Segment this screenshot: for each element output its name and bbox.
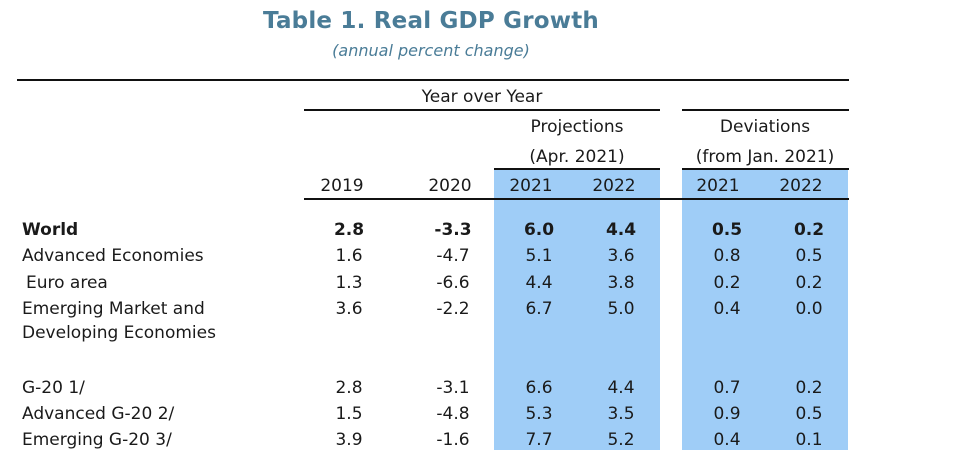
year-header-proj-2022: 2022 (592, 176, 636, 196)
value-dev-2021: 0.2 (713, 273, 741, 293)
value-dev-2021: 0.9 (713, 404, 741, 424)
year-header-dev-2022: 2022 (779, 176, 823, 196)
top-rule (17, 79, 849, 81)
table-subtitle: (annual percent change) (332, 41, 530, 60)
row-label: Emerging Market and (22, 299, 205, 319)
value-2019: 2.8 (335, 378, 363, 398)
projections-sub-rule (494, 168, 660, 170)
header-bottom-rule (304, 198, 849, 200)
deviations-subheader: (from Jan. 2021) (695, 147, 835, 167)
value-2019: 1.3 (335, 273, 363, 293)
value-dev-2021: 0.4 (713, 299, 741, 319)
value-2020: -3.3 (434, 220, 472, 240)
deviations-rule (682, 109, 849, 111)
value-dev-2021: 0.5 (711, 220, 743, 240)
value-2019: 1.5 (335, 404, 363, 424)
table-title: Table 1. Real GDP Growth (263, 8, 599, 34)
projections-header: Projections (530, 117, 624, 137)
value-proj-2021: 5.3 (525, 404, 553, 424)
yoy-rule (304, 109, 660, 111)
value-dev-2022: 0.2 (795, 378, 823, 398)
year-header-2019: 2019 (320, 176, 364, 196)
value-proj-2022: 4.4 (605, 220, 637, 240)
row-label-continued: Developing Economies (22, 323, 216, 343)
value-proj-2021: 7.7 (525, 430, 553, 450)
deviations-band (682, 170, 848, 450)
value-dev-2022: 0.2 (793, 220, 825, 240)
value-proj-2022: 5.2 (607, 430, 635, 450)
value-dev-2021: 0.7 (713, 378, 741, 398)
value-proj-2022: 5.0 (607, 299, 635, 319)
value-proj-2021: 4.4 (525, 273, 553, 293)
value-proj-2022: 3.5 (607, 404, 635, 424)
value-2019: 2.8 (333, 220, 365, 240)
projections-subheader: (Apr. 2021) (529, 147, 625, 167)
value-proj-2021: 6.0 (523, 220, 555, 240)
value-dev-2022: 0.5 (795, 404, 823, 424)
value-2020: -6.6 (436, 273, 470, 293)
projections-band (494, 170, 660, 450)
value-2020: -3.1 (436, 378, 470, 398)
value-2020: -2.2 (436, 299, 470, 319)
deviations-sub-rule (682, 168, 849, 170)
row-label: World (22, 220, 79, 240)
value-dev-2021: 0.8 (713, 246, 741, 266)
row-label: Advanced G-20 2/ (22, 404, 175, 424)
row-label: Advanced Economies (22, 246, 204, 266)
value-2020: -4.7 (436, 246, 470, 266)
value-proj-2021: 5.1 (525, 246, 553, 266)
value-2019: 1.6 (335, 246, 363, 266)
value-2019: 3.6 (335, 299, 363, 319)
year-header-2020: 2020 (428, 176, 472, 196)
row-label: Euro area (26, 273, 108, 293)
value-proj-2021: 6.6 (525, 378, 553, 398)
value-proj-2022: 3.8 (607, 273, 635, 293)
yoy-header: Year over Year (421, 87, 543, 107)
row-label: G-20 1/ (22, 378, 85, 398)
row-label: Emerging G-20 3/ (22, 430, 172, 450)
value-dev-2022: 0.1 (795, 430, 823, 450)
value-dev-2022: 0.2 (795, 273, 823, 293)
value-2019: 3.9 (335, 430, 363, 450)
value-dev-2021: 0.4 (713, 430, 741, 450)
year-header-dev-2021: 2021 (696, 176, 740, 196)
value-dev-2022: 0.0 (795, 299, 823, 319)
value-2020: -4.8 (436, 404, 470, 424)
deviations-header: Deviations (719, 117, 811, 137)
value-proj-2022: 3.6 (607, 246, 635, 266)
value-proj-2021: 6.7 (525, 299, 553, 319)
value-2020: -1.6 (436, 430, 470, 450)
value-dev-2022: 0.5 (795, 246, 823, 266)
value-proj-2022: 4.4 (607, 378, 635, 398)
year-header-proj-2021: 2021 (509, 176, 553, 196)
